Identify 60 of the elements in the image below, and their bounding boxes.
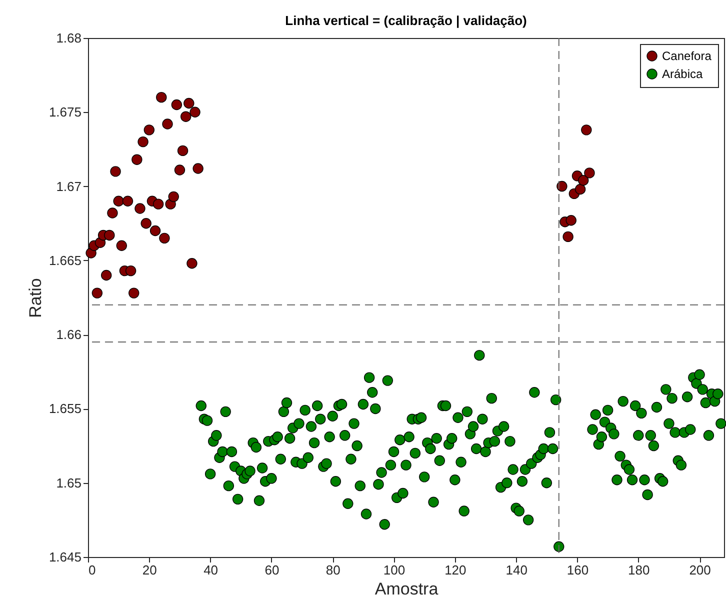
x-tick-label: 200 <box>689 562 711 578</box>
point <box>132 154 142 165</box>
point <box>574 184 586 195</box>
point <box>138 136 148 148</box>
point <box>581 124 592 136</box>
y-tick-label: 1.65 <box>56 475 82 490</box>
y-tick-label: 1.665 <box>48 252 82 268</box>
x-axis-title: Amostra <box>374 580 439 598</box>
y-tick-label: 1.675 <box>48 104 82 120</box>
point <box>184 98 194 109</box>
legend-label: Canefora <box>662 49 712 63</box>
point <box>556 180 568 192</box>
y-tick-label: 1.67 <box>56 178 82 194</box>
x-tick-label: 180 <box>628 562 650 578</box>
point <box>192 163 204 174</box>
point <box>156 92 167 103</box>
legend-label: Arábica <box>662 67 704 81</box>
point <box>128 288 140 298</box>
point <box>110 166 121 177</box>
point <box>92 288 103 298</box>
point <box>104 230 115 241</box>
y-tick-label: 1.66 <box>56 327 82 342</box>
point <box>171 99 182 110</box>
point <box>578 175 589 186</box>
x-tick-label: 60 <box>264 562 280 578</box>
point <box>122 196 134 206</box>
y-tick-label: 1.645 <box>48 550 82 564</box>
point <box>159 232 170 244</box>
point <box>190 106 200 118</box>
point <box>144 124 155 136</box>
x-tick-label: 80 <box>326 562 340 578</box>
x-tick-label: 160 <box>566 562 589 578</box>
x-tick-label: 20 <box>142 562 157 578</box>
y-tick-label: 1.68 <box>56 30 82 46</box>
point <box>562 231 574 242</box>
x-tick-label: 0 <box>88 562 96 578</box>
point <box>180 111 192 122</box>
point <box>152 198 164 210</box>
point <box>168 191 179 202</box>
point <box>116 240 127 251</box>
point <box>186 258 198 269</box>
y-tick-label: 1.655 <box>48 401 82 416</box>
point <box>174 164 186 176</box>
point <box>162 118 173 130</box>
y-axis-title: Ratio <box>26 278 45 318</box>
point <box>125 265 136 276</box>
point <box>177 145 188 156</box>
x-tick-label: 100 <box>383 562 406 578</box>
point <box>140 218 152 229</box>
chart-title: Linha vertical = (calibração | validação) <box>285 13 527 28</box>
point <box>113 196 124 206</box>
point <box>134 203 146 214</box>
point <box>566 215 576 226</box>
x-tick-label: 140 <box>506 562 528 578</box>
point <box>100 270 112 281</box>
x-tick-label: 40 <box>204 562 218 578</box>
point <box>107 208 118 218</box>
point <box>150 225 161 236</box>
x-tick-label: 120 <box>444 562 466 578</box>
point <box>584 168 595 178</box>
